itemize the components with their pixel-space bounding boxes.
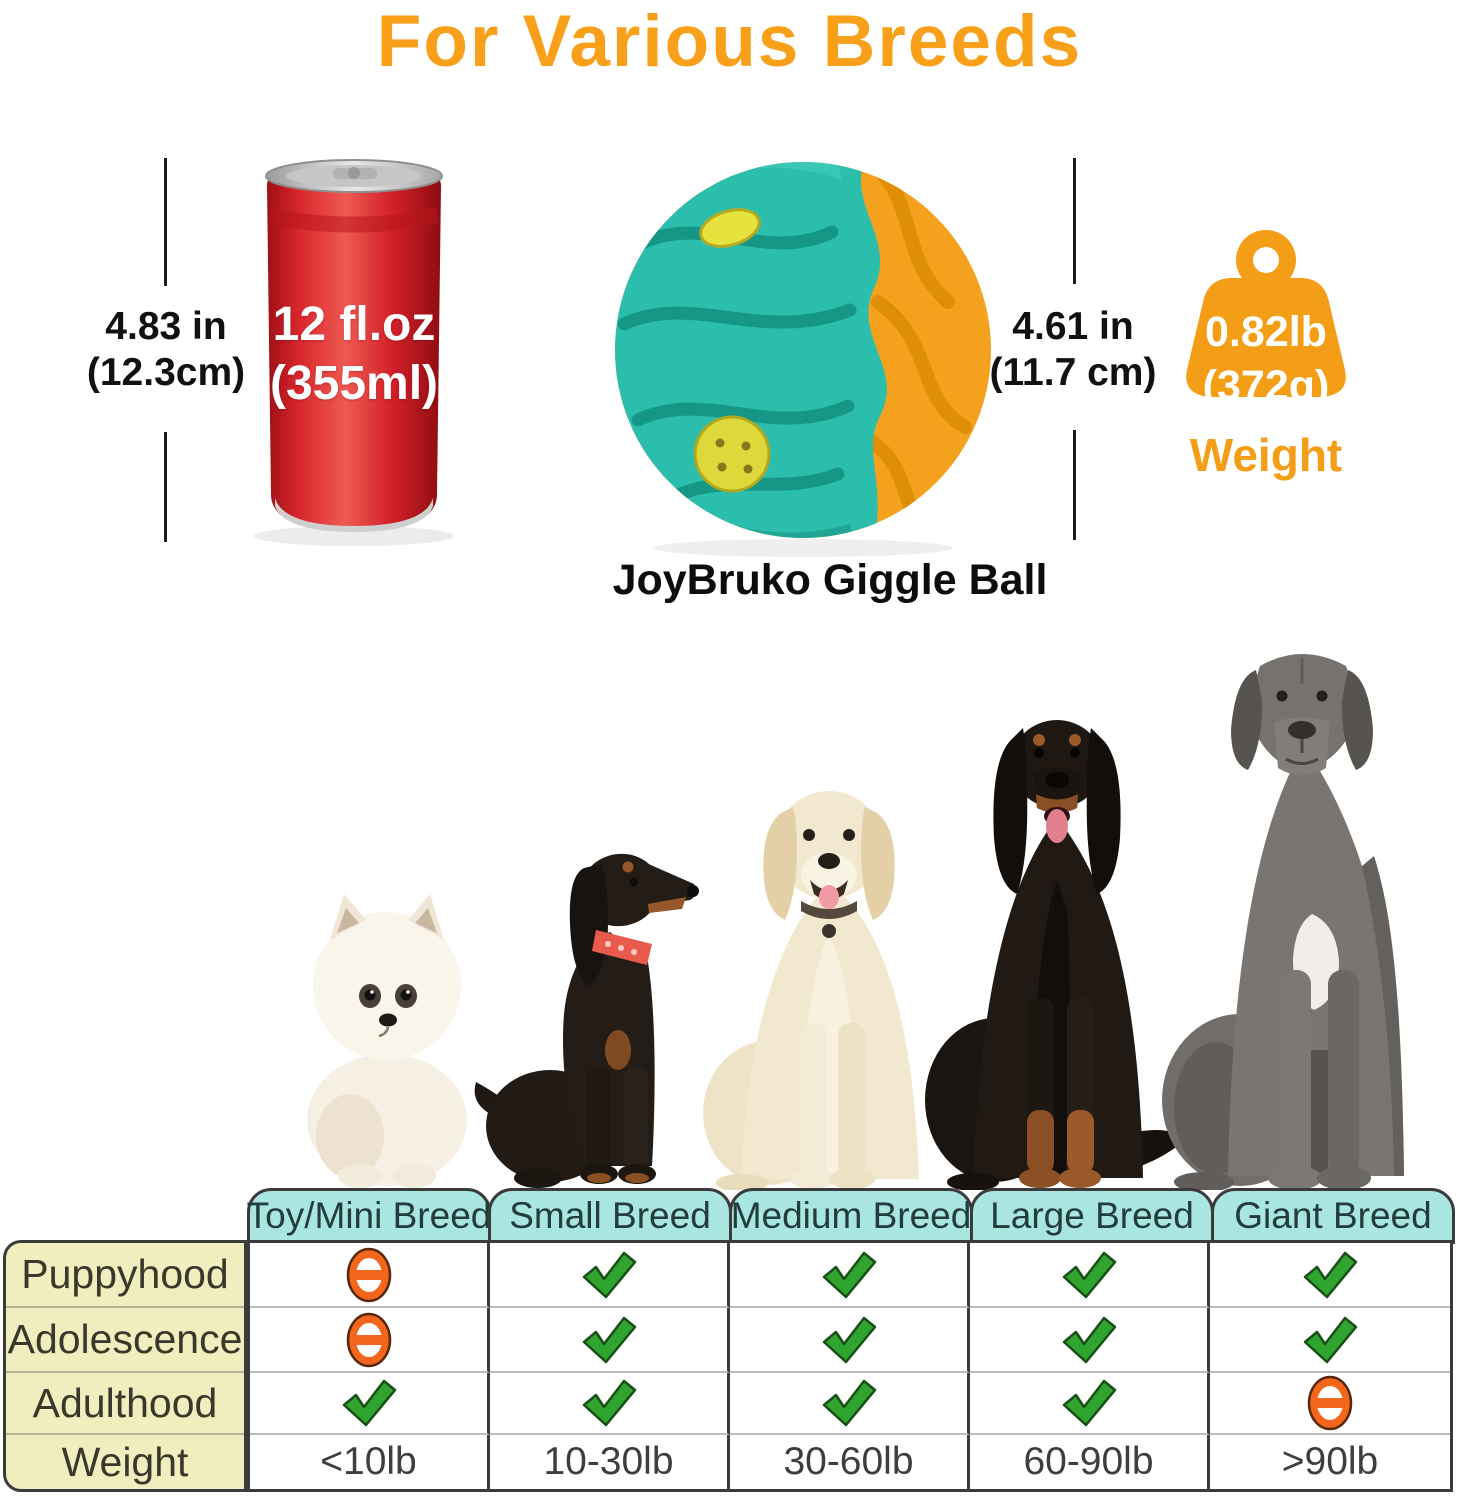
ball-measure-line-top	[1073, 158, 1076, 284]
no-entry-icon	[346, 1247, 391, 1302]
check-icon	[1062, 1316, 1116, 1363]
cell-puppyhood-col4	[970, 1243, 1210, 1308]
cell-weight-col4: 60-90lb	[970, 1435, 1210, 1489]
cell-weight-col5: >90lb	[1281, 1440, 1379, 1483]
can-bottom-rim	[275, 498, 433, 532]
can-volume-oz: 12 fl.oz	[272, 298, 436, 351]
column-header-small-breed: Small Breed	[488, 1188, 732, 1244]
can-volume-ml: (355ml)	[269, 356, 439, 410]
ball-height-text: 4.61 in (11.7 cm)	[962, 304, 1184, 396]
cell-adolescence-col2	[490, 1308, 730, 1373]
weight-icon	[1186, 230, 1346, 397]
column-header-large-breed: Large Breed	[970, 1188, 1214, 1244]
cell-adulthood-col1	[250, 1373, 490, 1435]
can-height-in: 4.83 in	[105, 305, 227, 348]
can-volume-text: 12 fl.oz (355ml)	[243, 296, 465, 413]
row-label-weight: Weight	[61, 1438, 189, 1485]
check-icon	[582, 1379, 636, 1427]
ball-squeaker-hole	[699, 208, 761, 248]
cell-adolescence-col5	[1210, 1308, 1450, 1373]
weight-lb: 0.82lb	[1205, 308, 1327, 356]
dog-pomeranian-puppy	[307, 894, 467, 1188]
dog-golden-retriever	[703, 791, 919, 1190]
cell-adolescence-col4	[970, 1308, 1210, 1373]
ball-shadow	[653, 539, 953, 557]
table-grid: <10lb 10-30lb 30-60lb 60-90lb >90lb	[247, 1240, 1453, 1492]
cell-adulthood-col5	[1210, 1373, 1450, 1435]
row-label-adolescence: Adolescence	[6, 1308, 244, 1373]
cell-adulthood-col4	[970, 1373, 1210, 1435]
can-height-text: 4.83 in (12.3cm)	[55, 304, 277, 396]
dog-gordon-setter	[925, 720, 1185, 1190]
ball-teal-half	[615, 162, 887, 538]
cell-puppyhood-col3	[730, 1243, 970, 1308]
can-measure-line-bottom	[164, 432, 167, 542]
row-label-puppyhood: Puppyhood	[6, 1243, 244, 1308]
can-height-cm: (12.3cm)	[86, 351, 246, 395]
check-icon	[1062, 1251, 1116, 1298]
ball-height-in: 4.61 in	[1012, 305, 1134, 348]
column-header-giant-breed: Giant Breed	[1211, 1188, 1455, 1244]
row-label-adulthood: Adulthood	[6, 1373, 244, 1435]
cell-puppyhood-col1	[250, 1243, 490, 1308]
check-icon	[1303, 1251, 1358, 1298]
column-header-medium-breed: Medium Breed	[729, 1188, 973, 1244]
dog-great-dane	[1162, 654, 1404, 1190]
no-entry-icon	[346, 1312, 391, 1367]
check-icon	[582, 1251, 636, 1298]
cell-adulthood-col2	[490, 1373, 730, 1435]
cell-weight-col1: <10lb	[250, 1435, 490, 1489]
weight-value-text: 0.82lb (372g)	[1168, 306, 1364, 414]
can-shadow	[254, 526, 454, 546]
check-icon	[342, 1379, 396, 1427]
no-entry-icon	[1307, 1375, 1353, 1431]
soda-can-image	[254, 159, 454, 546]
weight-g: (372g)	[1202, 361, 1330, 410]
can-body	[267, 169, 441, 530]
ball-measure-line-bottom	[1073, 430, 1076, 540]
giggle-ball-image	[615, 162, 991, 557]
check-icon	[822, 1251, 876, 1298]
can-measure-line-top	[164, 158, 167, 286]
check-icon	[1303, 1316, 1358, 1363]
cell-adolescence-col1	[250, 1308, 490, 1373]
row-label-column: Puppyhood Adolescence Adulthood Weight	[3, 1240, 247, 1492]
check-icon	[1062, 1379, 1116, 1427]
weight-label: Weight	[1189, 429, 1343, 481]
cell-weight-col2: 10-30lb	[490, 1435, 730, 1489]
cell-weight-col3: 30-60lb	[730, 1435, 970, 1489]
cell-puppyhood-col5	[1210, 1243, 1450, 1308]
cell-adulthood-col3	[730, 1373, 970, 1435]
dog-dachshund	[474, 853, 699, 1188]
check-icon	[822, 1316, 876, 1363]
column-header-toy-mini-breed: Toy/Mini Breed	[247, 1188, 491, 1244]
check-icon	[582, 1316, 636, 1363]
ball-caption: JoyBruko Giggle Ball	[612, 556, 1048, 604]
check-icon	[822, 1379, 876, 1427]
cell-puppyhood-col2	[490, 1243, 730, 1308]
cell-adolescence-col3	[730, 1308, 970, 1373]
ball-speaker	[693, 415, 771, 493]
page-title: For Various Breeds	[376, 1, 1083, 82]
ball-height-cm: (11.7 cm)	[989, 351, 1157, 395]
